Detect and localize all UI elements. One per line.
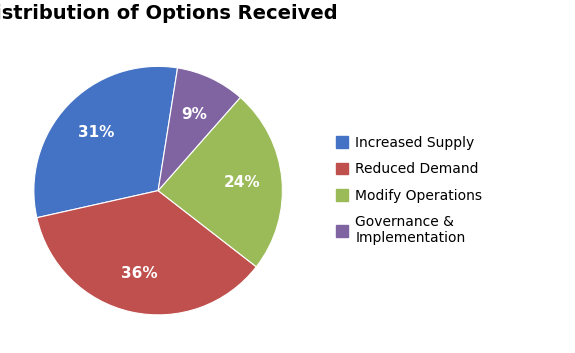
Text: 31%: 31% — [78, 125, 115, 140]
Title: Distribution of Options Received: Distribution of Options Received — [0, 4, 338, 23]
Wedge shape — [34, 66, 178, 218]
Text: 24%: 24% — [224, 175, 260, 190]
Wedge shape — [158, 97, 282, 267]
Wedge shape — [158, 68, 240, 191]
Legend: Increased Supply, Reduced Demand, Modify Operations, Governance &
Implementation: Increased Supply, Reduced Demand, Modify… — [336, 136, 482, 245]
Wedge shape — [37, 191, 256, 315]
Text: 9%: 9% — [181, 107, 207, 122]
Text: 36%: 36% — [121, 265, 158, 281]
